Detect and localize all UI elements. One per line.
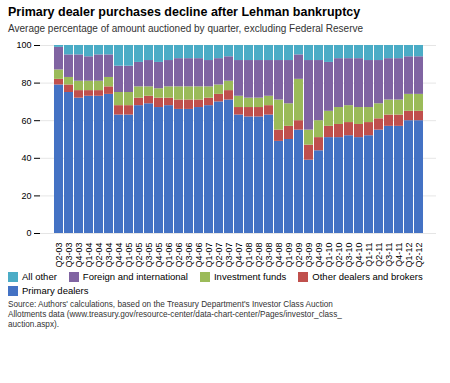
html-text:All other: All other	[22, 271, 57, 282]
svg-text:0: 0	[26, 228, 31, 238]
svg-text:Q4-03: Q4-03	[74, 243, 84, 268]
svg-text:Q4-05: Q4-05	[154, 243, 164, 268]
svg-text:Q3-09: Q3-09	[304, 243, 314, 268]
html-text:Foreign and international: Foreign and international	[82, 271, 188, 282]
svg-text:Q4-06: Q4-06	[194, 243, 204, 268]
svg-text:Q2-03: Q2-03	[54, 243, 64, 268]
svg-text:Q3-08: Q3-08	[264, 243, 274, 268]
svg-text:Q1-11: Q1-11	[364, 243, 374, 267]
svg-text:Q3-04: Q3-04	[104, 243, 114, 268]
svg-text:60: 60	[21, 116, 31, 126]
svg-text:Q1-05: Q1-05	[124, 243, 134, 268]
html-text:Other dealers and brokers: Other dealers and brokers	[312, 271, 423, 282]
svg-text:Q3-06: Q3-06	[184, 243, 194, 268]
svg-text:Q2-04: Q2-04	[94, 243, 104, 268]
svg-text:Q1-10: Q1-10	[324, 243, 334, 268]
svg-text:40: 40	[21, 153, 31, 163]
svg-text:Q1-06: Q1-06	[164, 243, 174, 268]
html-text:Source: Authors' calculations,: Source: Authors' calculations, based on …	[8, 300, 342, 329]
svg-text:Q4-04: Q4-04	[114, 243, 124, 268]
svg-text:Q1-07: Q1-07	[204, 243, 214, 268]
svg-text:100: 100	[16, 40, 31, 50]
svg-text:Q2-10: Q2-10	[334, 243, 344, 268]
svg-text:Q2-07: Q2-07	[214, 243, 224, 268]
svg-text:Q2-12: Q2-12	[414, 243, 424, 268]
svg-text:Q4-11: Q4-11	[394, 243, 404, 267]
svg-text:Q2-06: Q2-06	[174, 243, 184, 268]
html-text:Investment funds: Investment funds	[214, 271, 287, 282]
svg-text:Q4-07: Q4-07	[234, 243, 244, 268]
svg-text:Q1-12: Q1-12	[404, 243, 414, 268]
svg-text:Q4-10: Q4-10	[354, 243, 364, 268]
svg-text:Q3-03: Q3-03	[64, 243, 74, 268]
svg-text:Q4-09: Q4-09	[314, 243, 324, 268]
html-text:Primary dealers: Primary dealers	[22, 285, 89, 296]
svg-text:Q2-05: Q2-05	[134, 243, 144, 268]
svg-text:80: 80	[21, 78, 31, 88]
svg-text:Q3-05: Q3-05	[144, 243, 154, 268]
svg-text:Q1-08: Q1-08	[244, 243, 254, 268]
svg-text:Q2-11: Q2-11	[374, 243, 384, 267]
svg-text:20: 20	[21, 191, 31, 201]
svg-text:Q3-10: Q3-10	[344, 243, 354, 268]
svg-text:Q3-07: Q3-07	[224, 243, 234, 268]
html-text:Average percentage of amount a: Average percentage of amount auctioned b…	[8, 23, 363, 34]
svg-text:Q1-09: Q1-09	[284, 243, 294, 268]
html-text:Primary dealer purchases decli: Primary dealer purchases decline after L…	[8, 5, 361, 19]
svg-text:Q1-04: Q1-04	[84, 243, 94, 268]
svg-text:Q3-11: Q3-11	[384, 243, 394, 267]
svg-text:Q4-08: Q4-08	[274, 243, 284, 268]
svg-text:Q2-09: Q2-09	[294, 243, 304, 268]
svg-text:Q2-08: Q2-08	[254, 243, 264, 268]
